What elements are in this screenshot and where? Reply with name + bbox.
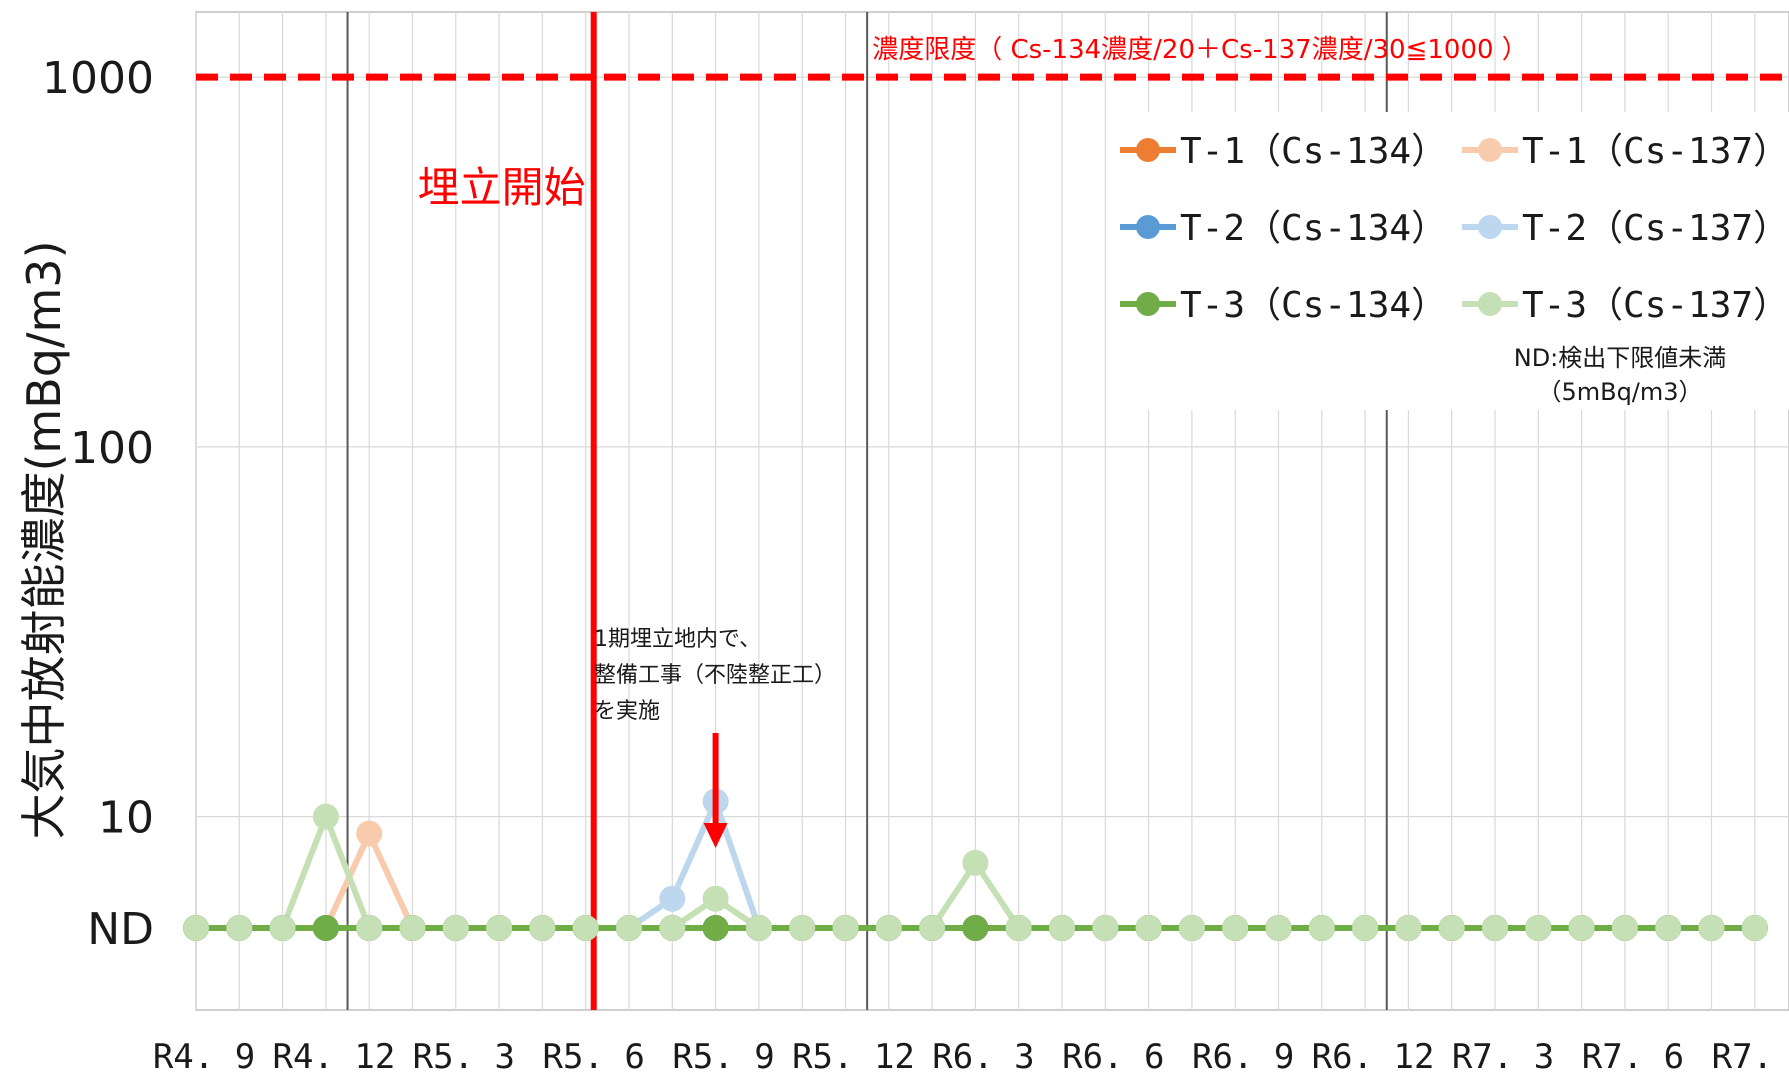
- data-point: [183, 914, 209, 941]
- data-point: [269, 914, 296, 941]
- data-point: [226, 914, 253, 941]
- data-point: [1135, 914, 1162, 941]
- data-point: [1741, 914, 1768, 941]
- x-tick-label: R7. 6: [1582, 1037, 1684, 1072]
- x-tick-label: R7. 9: [1712, 1037, 1789, 1072]
- data-point: [1525, 914, 1552, 941]
- data-point: [572, 914, 599, 941]
- data-point: [745, 914, 772, 941]
- start-marker-group: 埋立開始: [418, 12, 597, 1010]
- data-point: [1482, 914, 1508, 941]
- legend-item: T-1（Cs-134）: [1120, 131, 1447, 172]
- annotation-arrow-head: [703, 823, 728, 848]
- y-tick-label: 1000: [42, 53, 154, 104]
- data-point: [1698, 914, 1725, 941]
- data-point: [356, 820, 383, 847]
- data-point: [616, 914, 642, 941]
- data-point: [1265, 914, 1292, 941]
- legend-item: T-3（Cs-134）: [1120, 285, 1447, 326]
- y-axis-label: 大気中放射能濃度(mBq/m3): [17, 240, 71, 839]
- data-point: [399, 914, 426, 941]
- legend-label: T-1（Cs-137）: [1522, 131, 1789, 172]
- x-tick-label: R6. 12: [1312, 1037, 1435, 1072]
- data-point: [1308, 914, 1335, 941]
- series-overlay: [183, 914, 1768, 941]
- limit-line-label: 濃度限度（ Cs-134濃度/20＋Cs-137濃度/30≦1000 ）: [872, 35, 1528, 65]
- legend-swatch-marker: [1136, 138, 1160, 162]
- data-point: [312, 803, 339, 830]
- data-point: [486, 914, 513, 941]
- data-point: [312, 914, 339, 941]
- data-point: [1222, 914, 1249, 941]
- x-tick-label: R7. 3: [1452, 1037, 1554, 1072]
- legend-item: T-1（Cs-137）: [1462, 131, 1789, 172]
- data-point: [1438, 914, 1465, 941]
- legend: T-1（Cs-134） T-1（Cs-137） T-2（Cs-134） T-2（Cs-…: [1120, 131, 1789, 406]
- legend-item: T-2（Cs-137）: [1462, 208, 1789, 249]
- legend-swatch-marker: [1478, 292, 1502, 316]
- legend-label: T-1（Cs-134）: [1180, 131, 1447, 172]
- data-point: [702, 914, 729, 941]
- data-point: [1352, 914, 1379, 941]
- x-tick-label: R6. 6: [1062, 1037, 1164, 1072]
- legend-swatch-marker: [1478, 215, 1502, 239]
- legend-swatch-marker: [1136, 292, 1160, 316]
- legend-label: T-2（Cs-134）: [1180, 208, 1447, 249]
- legend-label: T-3（Cs-134）: [1180, 285, 1447, 326]
- data-point: [962, 914, 989, 941]
- x-tick-label: R4. 12: [272, 1037, 395, 1072]
- x-tick-label: R4. 9: [153, 1037, 255, 1072]
- legend-swatch-marker: [1136, 215, 1160, 239]
- x-tick-label: R6. 9: [1192, 1037, 1294, 1072]
- legend-swatch-marker: [1478, 138, 1502, 162]
- data-point: [832, 914, 859, 941]
- data-point: [1611, 914, 1638, 941]
- data-point: [1395, 914, 1422, 941]
- series-group: [183, 788, 1768, 941]
- data-point: [659, 914, 686, 941]
- annotation-text: 1期埋立地内で、: [594, 627, 761, 652]
- data-point: [789, 914, 816, 941]
- start-marker-label: 埋立開始: [418, 163, 586, 212]
- data-point: [919, 914, 946, 941]
- data-point: [1092, 914, 1119, 941]
- data-point: [1178, 914, 1205, 941]
- x-tick-label: R5. 6: [543, 1037, 645, 1072]
- data-point: [1005, 914, 1032, 941]
- x-tick-label: R6. 3: [932, 1037, 1034, 1072]
- data-point: [356, 914, 383, 941]
- nd-note-text: （5mBq/m3）: [1537, 378, 1702, 406]
- data-point: [702, 885, 729, 912]
- axis-group: 10 100 1000 ND R4. 9 R4. 12 R5. 3 R5. 6 R5. 9 R5.…: [17, 53, 1789, 1072]
- legend-background: [1108, 112, 1789, 410]
- y-tick-label: ND: [87, 904, 154, 955]
- x-tick-label: R5. 9: [672, 1037, 774, 1072]
- data-point: [962, 849, 989, 876]
- data-point: [1049, 914, 1075, 941]
- annotation-text: を実施: [594, 699, 660, 724]
- legend-label: T-3（Cs-137）: [1522, 285, 1789, 326]
- y-tick-label: 100: [70, 423, 154, 474]
- annotation-group: 1期埋立地内で、整備工事（不陸整正工） を実施: [594, 627, 836, 848]
- legend-item: T-2（Cs-134）: [1120, 208, 1447, 249]
- limit-line-group: 濃度限度（ Cs-134濃度/20＋Cs-137濃度/30≦1000 ）: [196, 35, 1789, 81]
- y-tick-label: 10: [98, 793, 154, 844]
- x-tick-label: R5. 12: [792, 1037, 915, 1072]
- annotation-text: 整備工事（不陸整正工）: [594, 663, 836, 688]
- nd-note-text: ND:検出下限値未満: [1514, 344, 1727, 372]
- data-point: [1568, 914, 1595, 941]
- legend-label: T-2（Cs-137）: [1522, 208, 1789, 249]
- data-point: [659, 885, 686, 912]
- legend-item: T-3（Cs-137）: [1462, 285, 1789, 326]
- data-point: [442, 914, 469, 941]
- data-point: [529, 914, 556, 941]
- x-tick-label: R5. 3: [413, 1037, 515, 1072]
- data-point: [1655, 914, 1682, 941]
- data-point: [875, 914, 902, 941]
